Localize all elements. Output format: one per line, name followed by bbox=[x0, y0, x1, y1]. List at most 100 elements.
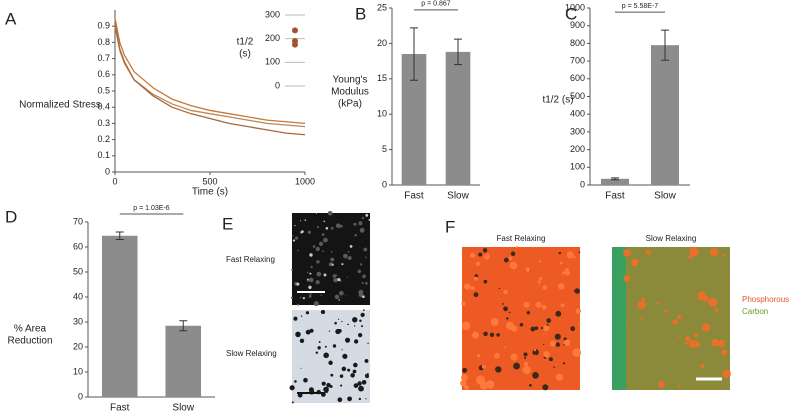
texture bbox=[345, 294, 347, 296]
texture bbox=[315, 351, 319, 354]
texture bbox=[543, 325, 550, 332]
texture bbox=[503, 257, 509, 263]
x-tick-label: Fast bbox=[404, 191, 424, 202]
texture bbox=[555, 363, 558, 366]
texture bbox=[664, 309, 668, 313]
texture bbox=[305, 329, 311, 335]
texture bbox=[316, 212, 318, 214]
texture bbox=[485, 380, 495, 389]
texture bbox=[337, 278, 341, 282]
error-bar bbox=[179, 320, 188, 332]
texture bbox=[313, 301, 319, 307]
texture bbox=[562, 271, 566, 275]
texture bbox=[714, 308, 719, 313]
y-tick-label: 0.4 bbox=[97, 102, 110, 112]
y-tick-label: 10 bbox=[73, 366, 83, 376]
texture bbox=[519, 322, 524, 327]
texture bbox=[479, 381, 488, 390]
x-tick-label: Slow bbox=[172, 403, 194, 413]
error-bar bbox=[454, 38, 462, 66]
texture bbox=[483, 331, 488, 337]
texture bbox=[573, 256, 576, 259]
y-tick-label: 0.9 bbox=[97, 21, 110, 31]
texture bbox=[503, 306, 509, 312]
texture bbox=[366, 373, 369, 376]
bar bbox=[165, 325, 202, 397]
y-tick-label: 600 bbox=[570, 73, 585, 83]
texture bbox=[489, 332, 495, 337]
texture bbox=[300, 367, 302, 369]
texture bbox=[299, 338, 305, 344]
texture bbox=[523, 352, 528, 357]
texture bbox=[347, 368, 351, 372]
texture bbox=[338, 318, 340, 320]
texture bbox=[508, 256, 513, 261]
texture bbox=[478, 252, 483, 257]
texture bbox=[364, 256, 367, 259]
texture bbox=[321, 381, 326, 386]
dot bbox=[292, 27, 298, 34]
texture bbox=[506, 317, 509, 320]
texture bbox=[504, 346, 506, 348]
texture bbox=[361, 216, 365, 220]
texture bbox=[684, 342, 688, 346]
texture bbox=[541, 304, 547, 310]
stress-curve bbox=[114, 26, 306, 128]
texture bbox=[574, 288, 580, 294]
panel-letter: B bbox=[355, 4, 366, 23]
texture bbox=[708, 297, 718, 307]
dot bbox=[292, 41, 298, 48]
y-tick-label: 0 bbox=[275, 80, 280, 90]
y-axis-label: t1/2 (s) bbox=[542, 95, 573, 106]
panel-letter: C bbox=[565, 4, 577, 23]
y-tick-label: 0.6 bbox=[97, 69, 110, 79]
texture bbox=[316, 225, 320, 229]
texture bbox=[358, 289, 364, 295]
y-tick-label: 30 bbox=[73, 316, 83, 326]
texture bbox=[490, 318, 499, 326]
texture bbox=[295, 331, 301, 338]
texture bbox=[517, 319, 520, 321]
texture bbox=[358, 397, 362, 401]
texture bbox=[335, 274, 338, 277]
texture bbox=[363, 309, 365, 311]
texture bbox=[312, 245, 316, 248]
texture bbox=[361, 379, 367, 385]
y-tick-label: 0 bbox=[382, 179, 387, 189]
texture bbox=[303, 377, 308, 383]
texture bbox=[330, 257, 335, 262]
texture bbox=[462, 367, 468, 373]
texture bbox=[631, 258, 639, 267]
texture bbox=[307, 230, 312, 234]
x-tick-label: 1000 bbox=[295, 176, 315, 186]
texture bbox=[337, 397, 343, 403]
texture bbox=[328, 330, 331, 332]
texture bbox=[640, 316, 644, 320]
y-tick-label: 20 bbox=[377, 38, 387, 48]
texture bbox=[305, 311, 310, 315]
y-tick-label: 900 bbox=[570, 20, 585, 30]
texture bbox=[363, 247, 368, 252]
texture bbox=[358, 221, 363, 226]
texture bbox=[502, 303, 504, 305]
texture bbox=[483, 253, 490, 260]
texture bbox=[330, 373, 334, 377]
y-tick-label: 60 bbox=[73, 241, 83, 251]
texture bbox=[578, 323, 581, 326]
texture bbox=[297, 249, 299, 252]
texture bbox=[473, 292, 479, 298]
texture bbox=[299, 220, 301, 222]
texture bbox=[535, 354, 537, 356]
texture bbox=[352, 317, 358, 323]
y-tick-label: 500 bbox=[570, 91, 585, 101]
texture bbox=[498, 287, 501, 290]
texture bbox=[509, 261, 518, 270]
texture bbox=[510, 251, 516, 256]
texture bbox=[309, 293, 312, 296]
texture bbox=[323, 237, 328, 243]
texture bbox=[365, 213, 369, 217]
texture bbox=[360, 312, 365, 318]
y-tick-label: 1000 bbox=[565, 2, 585, 12]
y-tick-label: 15 bbox=[377, 73, 387, 83]
y-tick-label: 100 bbox=[265, 57, 280, 67]
